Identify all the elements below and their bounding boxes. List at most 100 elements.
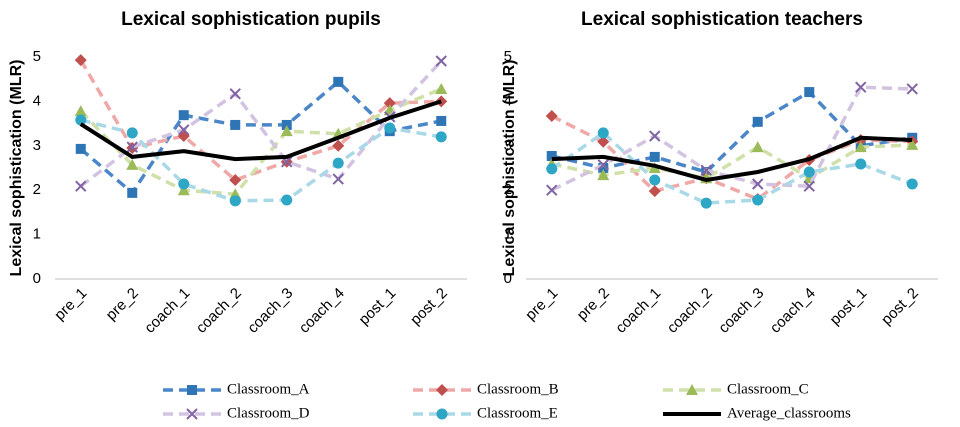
chart-title: Lexical sophistication teachers	[581, 9, 863, 30]
marker	[436, 115, 447, 126]
y-tick-label: 1	[33, 226, 41, 243]
legend-entry: Classroom_E	[413, 405, 558, 421]
marker	[546, 184, 558, 196]
legend-label: Average_classrooms	[727, 405, 851, 421]
y-tick-label: 0	[33, 270, 41, 287]
x-tick-label: pre_1	[51, 285, 90, 324]
marker	[752, 178, 764, 190]
marker	[178, 110, 189, 121]
marker	[281, 119, 292, 130]
x-tick-label: coach_3	[715, 285, 767, 337]
y-tick-label: 3	[33, 137, 41, 154]
legend-entry: Classroom_B	[413, 381, 559, 397]
marker	[906, 83, 918, 95]
y-tick-label: 5	[504, 48, 512, 65]
series	[75, 114, 447, 207]
marker	[127, 187, 138, 198]
marker	[700, 164, 712, 176]
marker	[178, 124, 190, 136]
marker	[383, 97, 396, 110]
marker	[435, 55, 447, 67]
y-tick-label: 1	[504, 226, 512, 243]
marker	[546, 163, 558, 175]
series-line	[79, 99, 442, 162]
marker	[700, 197, 712, 209]
marker	[332, 139, 345, 152]
legend-label: Classroom_A	[227, 381, 310, 397]
legend-marker	[686, 384, 698, 395]
legend-entry: Average_classrooms	[663, 405, 851, 421]
y-tick-label: 2	[504, 181, 512, 198]
marker	[546, 151, 557, 162]
marker	[906, 138, 919, 150]
marker	[752, 116, 763, 127]
marker	[332, 157, 344, 169]
legend-marker	[186, 408, 198, 420]
legend-entry: Classroom_C	[663, 381, 809, 397]
marker	[229, 195, 241, 207]
y-tick-label: 2	[33, 181, 41, 198]
x-tick-label: coach_3	[244, 285, 296, 337]
series	[551, 135, 913, 183]
y-tick-label: 4	[504, 92, 512, 109]
series-line	[79, 59, 443, 188]
marker	[649, 151, 660, 162]
marker	[187, 385, 197, 395]
x-tick-label: pre_2	[103, 285, 142, 324]
y-axis-title: Lexical sophistication (MLR)	[501, 60, 518, 277]
series	[546, 127, 918, 209]
marker	[597, 169, 610, 181]
x-tick-label: coach_2	[664, 285, 716, 337]
marker	[75, 180, 87, 192]
series-line	[79, 87, 442, 197]
series-line	[79, 59, 442, 182]
series	[75, 55, 447, 192]
series-line	[550, 114, 913, 202]
marker	[332, 173, 344, 185]
series-line	[551, 143, 913, 181]
marker	[281, 194, 293, 206]
y-tick-label: 3	[504, 137, 512, 154]
marker	[384, 122, 396, 134]
marker	[436, 384, 448, 396]
y-tick-label: 5	[33, 48, 41, 65]
marker	[751, 141, 764, 153]
marker	[855, 81, 867, 93]
marker	[598, 163, 609, 173]
marker	[435, 131, 447, 143]
x-tick-label: pre_1	[522, 285, 561, 324]
legend-marker	[436, 384, 448, 396]
marker	[435, 82, 448, 94]
series-line	[551, 89, 913, 174]
series-line	[550, 130, 913, 205]
legend-label: Classroom_E	[477, 405, 558, 421]
marker	[75, 114, 87, 126]
marker	[229, 88, 241, 100]
x-tick-label: coach_2	[193, 285, 245, 337]
marker	[803, 166, 815, 178]
marker	[178, 178, 190, 190]
y-tick-label: 4	[33, 92, 41, 109]
legend-label: Classroom_C	[727, 381, 809, 397]
marker	[597, 135, 610, 148]
y-axis-title: Lexical sophistication (MLR)	[8, 60, 25, 277]
chart-title: Lexical sophistication pupils	[121, 9, 381, 30]
marker	[855, 158, 867, 170]
marker	[648, 185, 661, 198]
marker	[126, 127, 138, 139]
marker	[186, 408, 198, 420]
x-tick-label: coach_1	[612, 285, 664, 337]
marker	[906, 178, 918, 190]
marker	[597, 127, 609, 139]
marker	[280, 125, 293, 137]
legend-entry: Classroom_A	[163, 381, 310, 397]
marker	[804, 87, 815, 98]
marker	[177, 184, 190, 196]
marker	[74, 105, 87, 117]
x-tick-label: post_2	[407, 285, 451, 329]
series-line	[80, 118, 442, 203]
marker	[333, 76, 344, 87]
marker	[649, 130, 661, 142]
x-tick-label: post_1	[827, 285, 871, 329]
